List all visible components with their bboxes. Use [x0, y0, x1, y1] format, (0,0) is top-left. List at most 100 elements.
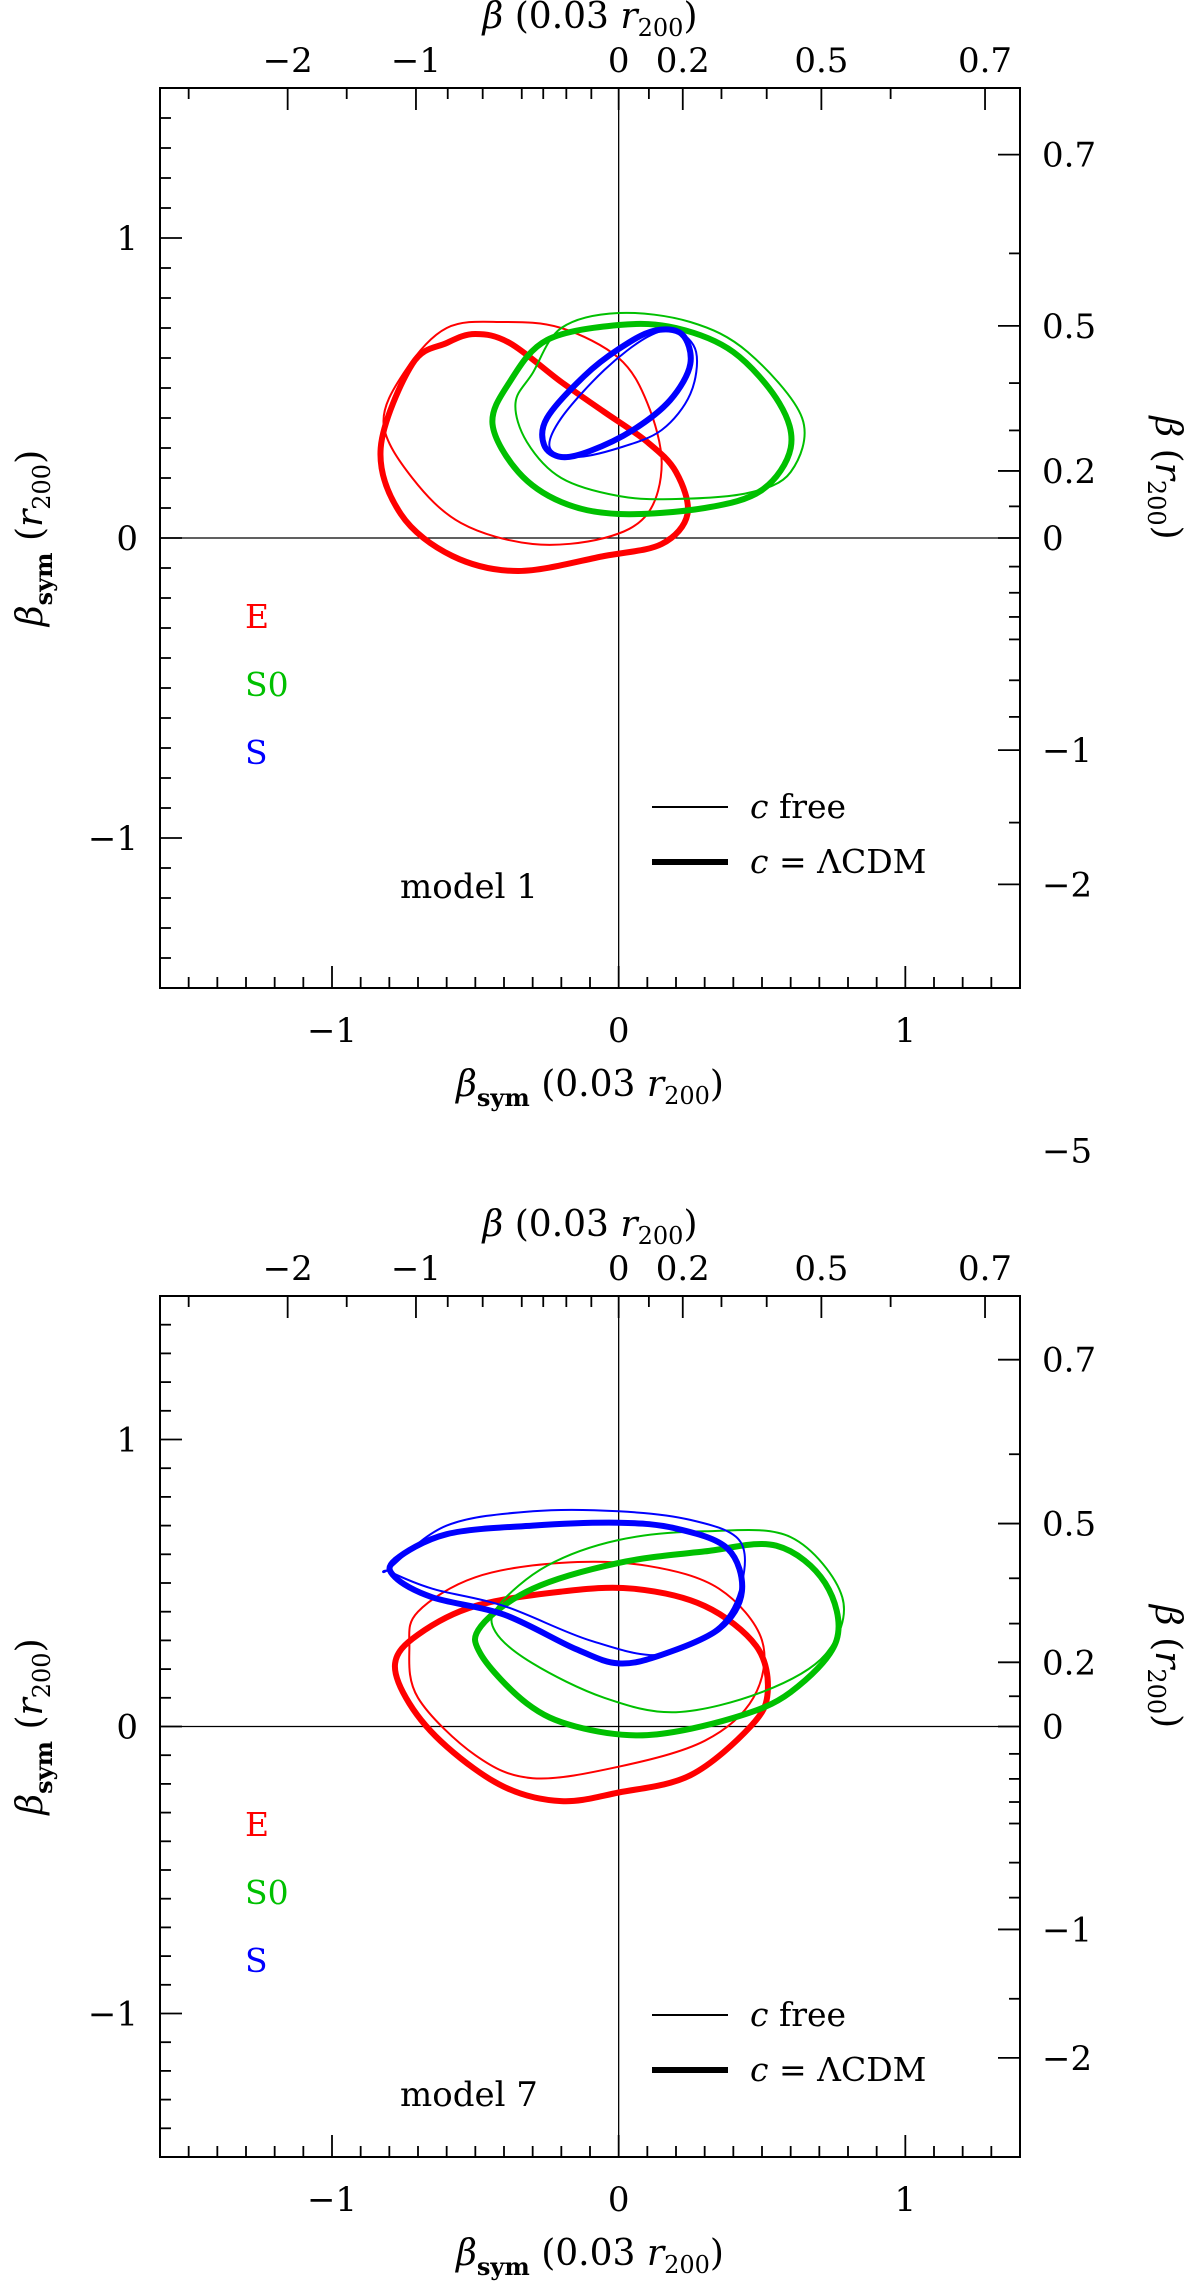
contour-s0-lcdm: [472, 1540, 842, 1739]
left-tick-label: 0: [116, 1708, 138, 1748]
top-tick-label: 0: [608, 41, 630, 81]
right-tick-label: −1: [1042, 1910, 1092, 1950]
left-tick-label: −1: [88, 819, 138, 859]
top-tick-label: −2: [263, 41, 313, 81]
axis-title-paren: (0.03: [530, 1064, 647, 1105]
axis-title-subscript: 200: [638, 1222, 684, 1250]
right-tick-label: 0: [1042, 1708, 1064, 1748]
right-tick-label: −2: [1042, 2039, 1092, 2079]
top-tick-label: −1: [391, 41, 441, 81]
bottom-tick-label: −1: [307, 1011, 357, 1051]
right-tick-label: −2: [1042, 865, 1092, 905]
left-axis-title: βsym (r200): [10, 450, 58, 628]
axis-title-subscript: sym: [29, 552, 58, 605]
axis-title-paren: ): [683, 1204, 697, 1245]
contour-e-lcdm: [391, 1584, 771, 1805]
model-label: model 1: [400, 867, 538, 907]
legend-variable: c: [750, 787, 768, 826]
contour-e-free: [408, 1560, 766, 1780]
axis-title-paren: ): [1147, 526, 1188, 540]
top-tick-label: 0.7: [958, 1249, 1012, 1289]
contour-s0-lcdm: [489, 320, 795, 518]
left-tick-label: 1: [116, 219, 138, 259]
legend-label-lcdm: c = ΛCDM: [750, 2050, 926, 2089]
legend-label-free: c free: [750, 787, 846, 826]
left-tick-label: 0: [116, 519, 138, 559]
axis-title-paren: (: [10, 1715, 51, 1741]
axis-title-beta: β: [454, 2233, 477, 2274]
axis-title-r: r: [10, 508, 51, 527]
axis-title-paren: ): [710, 1064, 724, 1105]
axis-title-r: r: [620, 1204, 639, 1245]
bottom-tick-label: 0: [608, 2180, 630, 2220]
top-tick-label: 0.7: [958, 41, 1012, 81]
top-tick-label: 0: [608, 1249, 630, 1289]
bottom-axis-title: βsym (0.03 r200): [454, 1064, 724, 1112]
axis-title-r: r: [1147, 1651, 1188, 1670]
top-tick-label: 0.5: [794, 41, 848, 81]
axis-title-subscript: 200: [664, 1082, 710, 1110]
axis-title-subscript: 200: [28, 464, 56, 510]
axis-title-beta: β: [1147, 1603, 1188, 1626]
left-tick-label: 1: [116, 1421, 138, 1461]
class-label-s0: S0: [245, 665, 289, 704]
axis-title-r: r: [10, 1696, 51, 1715]
axis-title-paren: (0.03: [503, 0, 620, 37]
bottom-axis-title: βsym (0.03 r200): [454, 2233, 724, 2281]
axis-title-r: r: [1147, 463, 1188, 482]
axis-title-r: r: [620, 0, 639, 37]
contour-s0-free: [514, 311, 806, 501]
bottom-tick-label: 1: [895, 1011, 917, 1051]
axis-title-beta: β: [10, 1794, 51, 1817]
right-tick-label: −1: [1042, 731, 1092, 771]
top-axis-title: β (0.03 r200): [481, 1204, 698, 1250]
model-label: model 7: [400, 2075, 538, 2115]
axis-title-r: r: [647, 1064, 666, 1105]
contour-e-free: [382, 320, 663, 546]
right-tick-label: 0: [1042, 519, 1064, 559]
axis-title-subscript: 200: [638, 14, 684, 42]
top-tick-label: 0.5: [794, 1249, 848, 1289]
axis-title-beta: β: [10, 605, 51, 628]
legend-text: = ΛCDM: [768, 2050, 926, 2089]
axis-title-beta: β: [454, 1064, 477, 1105]
axis-title-paren: ): [683, 0, 697, 37]
axis-title-subscript: sym: [477, 2252, 530, 2281]
top-tick-label: −1: [391, 1249, 441, 1289]
top-tick-label: −2: [263, 1249, 313, 1289]
panel-2: −10110−1−2−100.20.50.70.70.50.20−1−2−5β …: [10, 1204, 1188, 2281]
left-tick-label: −1: [88, 1995, 138, 2035]
legend-text: free: [768, 1995, 846, 2034]
axis-title-paren: (0.03: [530, 2233, 647, 2274]
top-tick-label: 0.2: [656, 1249, 710, 1289]
axis-title-subscript: sym: [29, 1741, 58, 1794]
axis-title-subscript: 200: [1142, 1668, 1170, 1714]
right-tick-label: 0.5: [1042, 307, 1096, 347]
top-axis-title: β (0.03 r200): [481, 0, 698, 42]
right-tick-label: 0.5: [1042, 1505, 1096, 1545]
panel-1: −1 0 1 1 0 −1 −2 −1 0 0.2 0.5 0.7 0.7 0.5 0.2 0 −1 −2 −5 β …: [10, 0, 1188, 1171]
class-label-e: E: [245, 1805, 269, 1844]
right-tick-label: 0.2: [1042, 452, 1096, 492]
right-tick-label: −5: [1042, 1131, 1092, 1171]
axis-title-paren: ): [10, 450, 51, 464]
bottom-tick-label: 1: [895, 2180, 917, 2220]
top-tick-label: 0.2: [656, 41, 710, 81]
axis-title-subscript: 200: [1142, 480, 1170, 526]
contour-s0-free: [490, 1528, 845, 1714]
axis-title-subscript: 200: [28, 1652, 56, 1698]
axis-title-paren: (0.03: [503, 1204, 620, 1245]
legend-text: = ΛCDM: [768, 842, 926, 881]
legend-label-free: c free: [750, 1995, 846, 2034]
axis-title-paren: (: [1147, 437, 1188, 463]
contour-s-free: [382, 1508, 746, 1657]
bottom-tick-label: 0: [608, 1011, 630, 1051]
legend-variable: c: [750, 1995, 768, 2034]
axis-title-beta: β: [1147, 414, 1188, 437]
class-label-s: S: [245, 1941, 268, 1980]
axis-title-paren: ): [710, 2233, 724, 2274]
contour-s-lcdm: [386, 1519, 746, 1667]
right-tick-label: 0.7: [1042, 136, 1096, 176]
axis-title-paren: (: [10, 527, 51, 553]
